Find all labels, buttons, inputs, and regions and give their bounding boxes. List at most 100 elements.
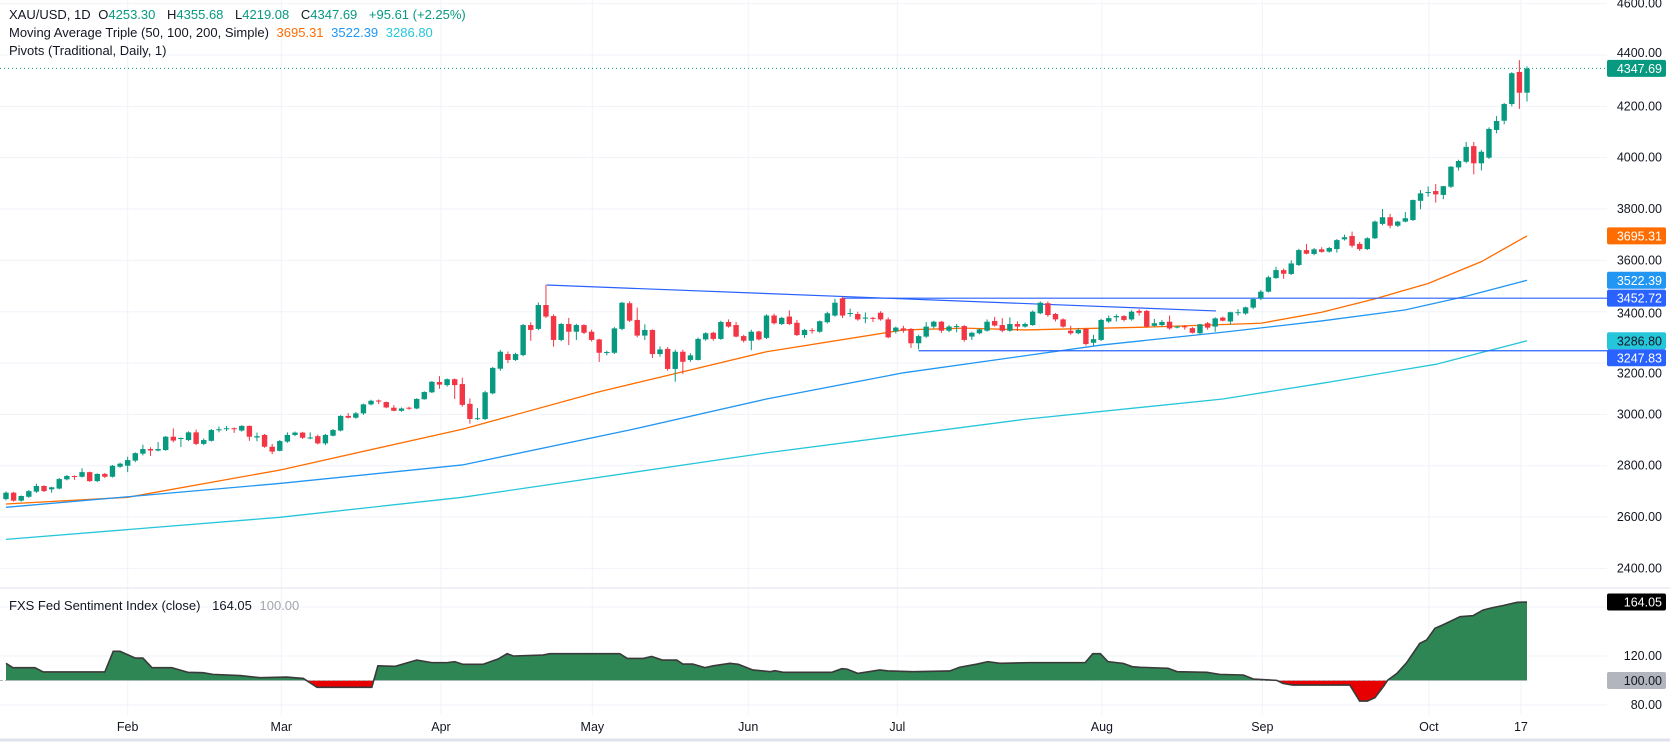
candle bbox=[1288, 260, 1294, 275]
candle-body bbox=[1045, 303, 1051, 316]
sentiment-value: 164.05 bbox=[212, 598, 252, 613]
price-tick-label: 2400.00 bbox=[1617, 561, 1662, 575]
candle-body bbox=[102, 473, 108, 477]
candle-body bbox=[695, 338, 701, 360]
candle-body bbox=[1387, 217, 1393, 226]
moving-averages bbox=[5, 235, 1528, 541]
candle-body bbox=[208, 430, 215, 441]
candle-body bbox=[543, 305, 549, 317]
low-label: L bbox=[235, 7, 243, 22]
candle-body bbox=[109, 465, 116, 477]
time-axis[interactable]: Feb Mar Apr May Jun Jul Aug Sep Oct 17 bbox=[117, 720, 1528, 734]
candle-body bbox=[1417, 193, 1424, 201]
candle bbox=[817, 320, 823, 333]
last-price-badge bbox=[1607, 59, 1666, 77]
price-badges: 4347.69 3695.31 3522.39 3452.72 3286.80 3247.… bbox=[1607, 59, 1666, 689]
sentiment-base-badge-text: 100.00 bbox=[1624, 674, 1662, 688]
candle-body bbox=[178, 437, 184, 439]
sentiment-legend[interactable]: FXS Fed Sentiment Index (close) 164.05 1… bbox=[9, 597, 303, 615]
ma50-badge bbox=[1607, 227, 1666, 245]
candle bbox=[1212, 317, 1218, 332]
candle-body bbox=[459, 384, 465, 405]
candle bbox=[1189, 327, 1196, 334]
ma200-line bbox=[5, 340, 1528, 541]
candle bbox=[1159, 319, 1165, 327]
candle-body bbox=[1052, 314, 1059, 320]
candle bbox=[1364, 237, 1370, 251]
candle-body bbox=[474, 418, 481, 420]
candle-body bbox=[444, 379, 450, 386]
candle bbox=[1014, 321, 1021, 331]
candle-body bbox=[467, 403, 473, 420]
candle bbox=[170, 428, 177, 443]
candle bbox=[18, 495, 24, 502]
candle bbox=[870, 316, 876, 322]
candle-body bbox=[315, 436, 321, 444]
candle-body bbox=[1189, 328, 1196, 333]
price-tick-label: 3800.00 bbox=[1617, 202, 1662, 216]
candle bbox=[1493, 116, 1500, 134]
candle-body bbox=[923, 326, 929, 337]
candle bbox=[953, 324, 960, 333]
pivots-title: Pivots (Traditional, Daily, 1) bbox=[9, 43, 167, 58]
candle bbox=[824, 311, 831, 324]
candle bbox=[725, 319, 732, 328]
price-axis[interactable]: 2400.00 2600.00 2800.00 3000.00 3200.00 3400.… bbox=[1617, 0, 1662, 712]
candle-body bbox=[969, 332, 975, 337]
ma100-badge-text: 3522.39 bbox=[1617, 274, 1662, 288]
candle bbox=[1037, 301, 1043, 315]
candle bbox=[3, 491, 9, 501]
candle bbox=[33, 483, 40, 493]
price-tick-label: 2600.00 bbox=[1617, 510, 1662, 524]
candle bbox=[1326, 247, 1332, 253]
ma200-value: 3286.80 bbox=[385, 25, 433, 40]
candle bbox=[588, 329, 595, 342]
symbol-label[interactable]: XAU/USD, 1D bbox=[9, 7, 91, 22]
candle bbox=[634, 307, 640, 338]
candle bbox=[284, 432, 291, 443]
ma-legend[interactable]: Moving Average Triple (50, 100, 200, Sim… bbox=[9, 24, 437, 42]
candle bbox=[163, 435, 169, 451]
candle-body bbox=[976, 329, 983, 334]
candle-body bbox=[1007, 324, 1013, 331]
time-tick-label: Jul bbox=[889, 720, 905, 734]
candle bbox=[1197, 323, 1203, 335]
ma100-value: 3522.39 bbox=[331, 25, 379, 40]
candle bbox=[1417, 190, 1424, 210]
candle bbox=[1410, 199, 1416, 221]
candle-body bbox=[1220, 317, 1226, 321]
candle-body bbox=[1204, 323, 1211, 328]
candle bbox=[1204, 321, 1211, 330]
candle bbox=[1379, 209, 1386, 226]
candle-body bbox=[269, 446, 275, 452]
candle bbox=[307, 432, 313, 440]
candle bbox=[429, 381, 435, 394]
candle bbox=[436, 376, 443, 389]
candle bbox=[239, 425, 245, 432]
candle-body bbox=[223, 428, 230, 430]
candle bbox=[124, 456, 131, 473]
candle bbox=[604, 350, 610, 356]
candle bbox=[1060, 318, 1066, 328]
candle-body bbox=[1151, 323, 1158, 326]
candle bbox=[573, 323, 580, 340]
candle bbox=[1341, 234, 1348, 241]
candle bbox=[1303, 243, 1310, 255]
candle-body bbox=[1356, 243, 1363, 250]
candle-body bbox=[733, 325, 739, 337]
candle bbox=[779, 316, 785, 326]
candle bbox=[1433, 184, 1439, 203]
candle-body bbox=[284, 434, 291, 442]
candle-body bbox=[1258, 291, 1264, 299]
candle-body bbox=[885, 319, 891, 338]
candle bbox=[360, 403, 367, 415]
candle bbox=[748, 329, 754, 351]
candle-body bbox=[322, 434, 329, 444]
candle-body bbox=[847, 312, 853, 314]
pivots-legend[interactable]: Pivots (Traditional, Daily, 1) bbox=[9, 42, 171, 60]
candle bbox=[368, 399, 374, 406]
candle-body bbox=[893, 327, 899, 332]
candle-body bbox=[961, 326, 967, 340]
drawn-lines[interactable] bbox=[0, 67, 1607, 352]
